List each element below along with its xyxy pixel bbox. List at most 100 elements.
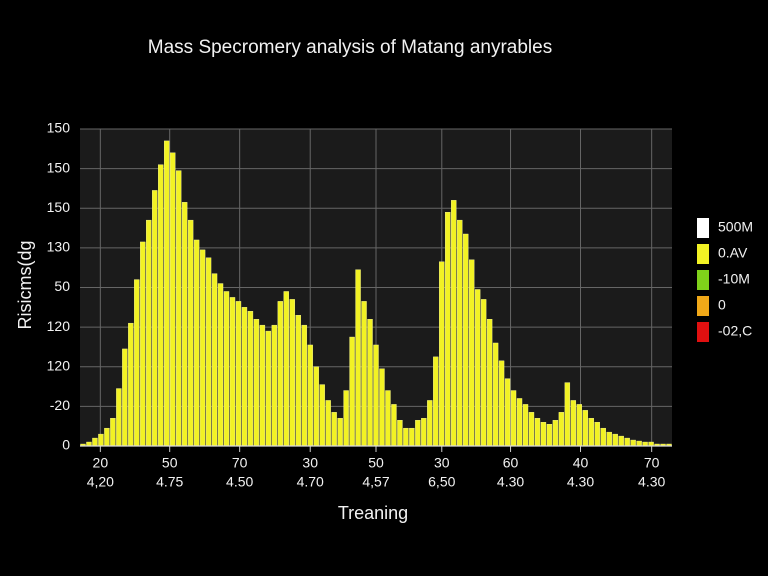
bar: [164, 140, 170, 447]
bar: [253, 319, 260, 447]
bar: [301, 324, 307, 447]
legend-swatch: [697, 322, 709, 342]
x-tick-sublabel: 4,20: [87, 474, 114, 490]
bar: [427, 400, 433, 447]
x-tick-sublabel: 4,57: [362, 474, 389, 490]
legend-swatch: [697, 296, 709, 316]
x-tick-sublabel: 4.50: [226, 474, 253, 490]
x-tick-label: 70: [644, 455, 660, 471]
bar: [92, 437, 98, 447]
bar: [235, 301, 242, 447]
x-tick-label: 20: [93, 455, 109, 471]
y-tick-label: 130: [47, 239, 71, 255]
bar: [451, 200, 457, 447]
legend-swatch: [697, 270, 709, 290]
x-tick-label: 50: [162, 455, 178, 471]
bar: [516, 398, 523, 447]
bar: [140, 241, 146, 447]
bar: [169, 152, 176, 447]
x-tick-label: 50: [368, 455, 384, 471]
y-axis-label: Risicms(dg: [15, 240, 35, 329]
bar: [480, 299, 487, 447]
bar: [110, 418, 116, 447]
bar: [433, 356, 439, 447]
bar: [134, 279, 140, 447]
bar: [534, 418, 541, 447]
bar: [122, 348, 128, 447]
bar: [349, 336, 355, 447]
bar: [367, 319, 373, 447]
bar: [546, 424, 553, 447]
bar: [510, 390, 517, 447]
bar: [486, 319, 493, 447]
x-tick-sublabel: 6,50: [428, 474, 455, 490]
x-tick-label: 30: [434, 455, 450, 471]
bar: [313, 366, 319, 447]
bar: [116, 388, 122, 447]
bar: [528, 412, 535, 447]
bar: [492, 342, 499, 447]
bar: [391, 404, 397, 447]
legend-label: 500M: [718, 219, 753, 235]
y-tick-label: 150: [47, 159, 71, 175]
bar: [343, 390, 349, 447]
bar: [325, 400, 331, 447]
bar: [289, 299, 295, 447]
bar: [439, 261, 445, 447]
bar: [474, 289, 481, 447]
bar: [445, 212, 451, 447]
bar: [187, 219, 194, 447]
bar: [295, 315, 301, 447]
bar: [540, 422, 547, 447]
bar: [205, 257, 212, 447]
x-tick-label: 40: [573, 455, 589, 471]
bar: [457, 219, 463, 447]
bar: [552, 420, 559, 447]
bar: [409, 427, 415, 447]
bar: [307, 344, 313, 447]
bar: [128, 322, 134, 447]
bar: [152, 190, 158, 447]
bar: [355, 269, 361, 447]
bar: [175, 170, 182, 447]
legend-label: 0.AV: [718, 245, 748, 261]
y-tick-label: 150: [47, 120, 71, 136]
x-tick-sublabel: 4.75: [156, 474, 183, 490]
bar: [570, 400, 577, 447]
x-tick-sublabel: 4.70: [297, 474, 324, 490]
bar: [600, 427, 606, 447]
x-tick-sublabel: 4.30: [567, 474, 594, 490]
x-tick-label: 60: [503, 455, 519, 471]
bar: [337, 418, 343, 447]
bar: [229, 297, 236, 447]
bar: [594, 422, 600, 447]
bar: [522, 404, 529, 447]
bar: [241, 307, 248, 447]
legend-label: 0: [718, 297, 726, 313]
bar: [373, 344, 379, 447]
x-axis-label: Treaning: [338, 503, 408, 523]
bar: [624, 437, 630, 447]
x-tick-label: 30: [302, 455, 318, 471]
bar: [468, 259, 475, 447]
bar: [199, 249, 206, 447]
y-tick-label: 120: [47, 318, 71, 334]
bar: [385, 390, 391, 447]
x-tick-label: 70: [232, 455, 248, 471]
bar: [247, 311, 254, 447]
bar: [217, 283, 224, 447]
bar: [361, 301, 367, 447]
legend-swatch: [697, 218, 709, 238]
legend-label: -10M: [718, 271, 750, 287]
y-tick-label: 150: [47, 199, 71, 215]
x-tick-sublabel: 4.30: [638, 474, 665, 490]
bar: [588, 418, 594, 447]
bar: [582, 410, 588, 447]
bar: [564, 382, 571, 447]
bar: [504, 378, 511, 447]
bar: [259, 324, 266, 447]
y-tick-label: 0: [62, 437, 70, 453]
bar: [331, 412, 337, 447]
bar: [606, 431, 612, 447]
bar: [223, 291, 230, 447]
